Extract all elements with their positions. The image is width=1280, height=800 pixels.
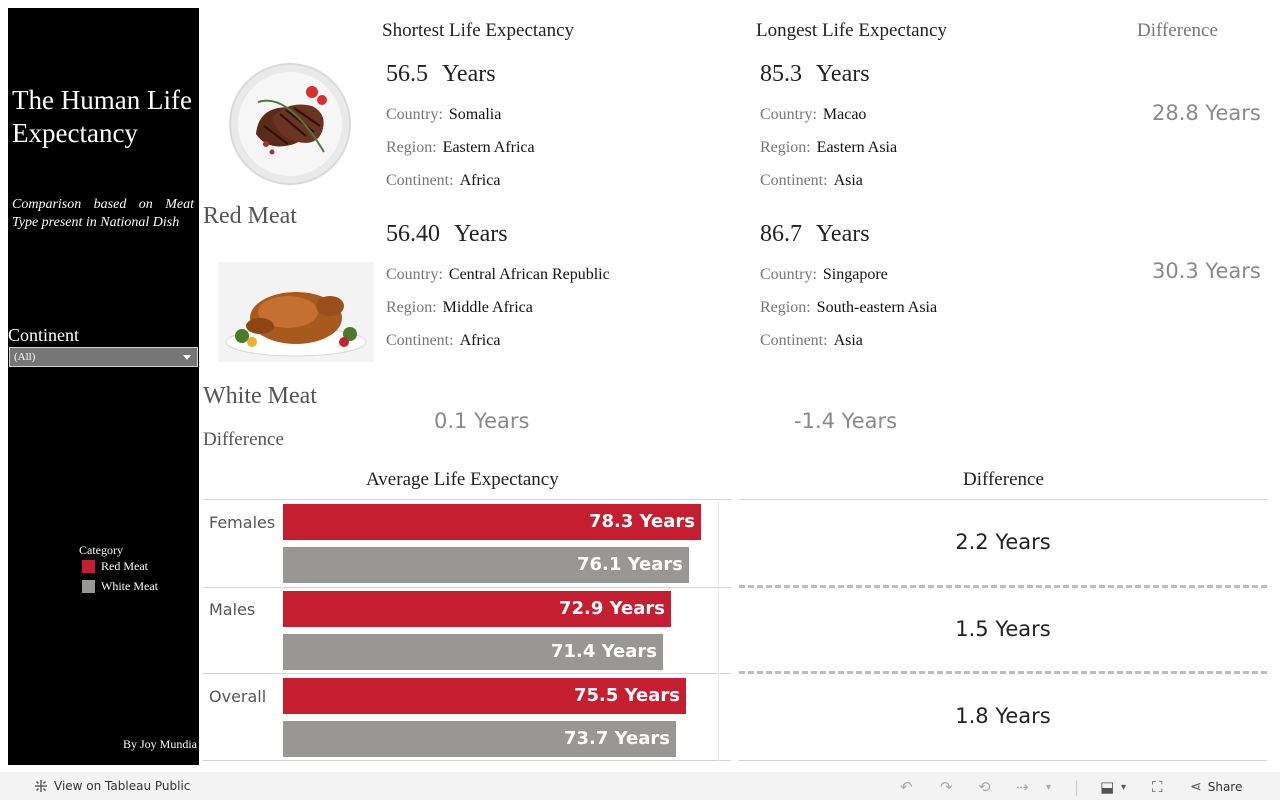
- bar-value-label: 78.3 Years: [588, 511, 695, 532]
- steak-image: [229, 63, 351, 185]
- author-credit: By Joy Mundia: [123, 737, 198, 751]
- header-shortest: Shortest Life Expectancy: [382, 20, 575, 41]
- continent-filter-dropdown[interactable]: (All): [9, 347, 198, 367]
- chart-top-line: [203, 499, 731, 500]
- avg-diff-title: Difference: [963, 469, 1044, 490]
- bar-value-label: 75.5 Years: [573, 685, 680, 706]
- white-shortest-region: Region: Middle Africa: [386, 299, 533, 316]
- diff-top-line: [739, 499, 1267, 500]
- red-shortest-region: Region: Eastern Africa: [386, 139, 535, 156]
- bar-white-meat[interactable]: 76.1 Years: [283, 547, 689, 583]
- bar-value-label: 72.9 Years: [558, 598, 665, 619]
- red-difference-value: 28.8 Years: [1152, 101, 1261, 125]
- share-icon: ⋖: [1190, 779, 1202, 795]
- difference-longest-value: -1.4 Years: [794, 409, 898, 433]
- chicken-image: [218, 262, 374, 362]
- bar-value-label: 76.1 Years: [576, 554, 683, 575]
- white-meat-label: White Meat: [203, 383, 317, 409]
- bar-white-meat[interactable]: 73.7 Years: [283, 721, 676, 757]
- bar-red-meat[interactable]: 72.9 Years: [283, 591, 671, 627]
- bar-white-meat[interactable]: 71.4 Years: [283, 634, 663, 670]
- red-longest-continent: Continent: Asia: [760, 172, 863, 189]
- diff-bottom-line: [739, 760, 1267, 761]
- chevron-down-icon[interactable]: ▾: [1121, 782, 1127, 793]
- share-button[interactable]: ⋖ Share: [1190, 779, 1243, 795]
- sidebar: The Human Life Expectancy Comparison bas…: [8, 8, 199, 765]
- avg-chart-title: Average Life Expectancy: [366, 469, 559, 490]
- chart-divider: [203, 673, 731, 674]
- redo-icon[interactable]: ↷: [940, 778, 953, 796]
- diff-dashed-divider: [739, 585, 1267, 588]
- white-shortest-country: Country: Central African Republic: [386, 266, 610, 283]
- legend-label: Red Meat: [101, 559, 148, 573]
- category-label: Overall: [209, 687, 267, 706]
- bar-value-label: 71.4 Years: [550, 641, 657, 662]
- undo-icon[interactable]: ↶: [900, 778, 913, 796]
- view-on-tableau-link[interactable]: View on Tableau Public: [34, 779, 190, 793]
- tableau-toolbar: [0, 772, 1280, 800]
- chart-bottom-line: [203, 760, 731, 761]
- legend-item-white-meat[interactable]: White Meat: [82, 579, 158, 594]
- legend-swatch-red: [82, 560, 95, 573]
- category-label: Males: [209, 600, 256, 619]
- white-longest-continent: Continent: Asia: [760, 332, 863, 349]
- tableau-logo-icon: [35, 780, 47, 792]
- difference-value: 2.2 Years: [955, 530, 1051, 554]
- difference-value: 1.5 Years: [955, 617, 1051, 641]
- red-shortest-value: 56.5 Years: [386, 61, 496, 87]
- fullscreen-icon[interactable]: ⛶: [1152, 778, 1163, 796]
- dashboard-title: The Human Life Expectancy: [12, 85, 192, 148]
- diff-dashed-divider: [739, 671, 1267, 674]
- red-shortest-country: Country: Somalia: [386, 106, 502, 123]
- bar-red-meat[interactable]: 75.5 Years: [283, 678, 686, 714]
- red-longest-country: Country: Macao: [760, 106, 867, 123]
- continent-filter-label: Continent: [8, 325, 79, 345]
- difference-row-label: Difference: [203, 429, 284, 450]
- white-longest-value: 86.7 Years: [760, 221, 870, 247]
- legend-swatch-gray: [82, 580, 95, 593]
- white-longest-country: Country: Singapore: [760, 266, 888, 283]
- white-shortest-value: 56.40 Years: [386, 221, 508, 247]
- revert-icon[interactable]: ⟲: [978, 778, 991, 796]
- bar-red-meat[interactable]: 78.3 Years: [283, 504, 701, 540]
- chart-gridline: [718, 499, 719, 761]
- bar-value-label: 73.7 Years: [563, 728, 670, 749]
- difference-shortest-value: 0.1 Years: [434, 409, 530, 433]
- white-longest-region: Region: South-eastern Asia: [760, 299, 938, 316]
- legend-label: White Meat: [101, 579, 158, 593]
- toolbar-separator: |: [1074, 778, 1080, 796]
- red-longest-region: Region: Eastern Asia: [760, 139, 898, 156]
- dashboard-subtitle: Comparison based on Meat Type present in…: [12, 197, 194, 230]
- red-longest-value: 85.3 Years: [760, 61, 870, 87]
- white-shortest-continent: Continent: Africa: [386, 332, 501, 349]
- download-icon[interactable]: ⬓: [1100, 778, 1115, 796]
- chart-divider: [203, 587, 731, 588]
- difference-value: 1.8 Years: [955, 704, 1051, 728]
- legend-item-red-meat[interactable]: Red Meat: [82, 559, 148, 574]
- legend-title: Category: [79, 543, 123, 557]
- white-difference-value: 30.3 Years: [1152, 259, 1261, 283]
- header-longest: Longest Life Expectancy: [756, 20, 947, 41]
- chevron-down-icon: [183, 355, 191, 360]
- continent-filter-value: (All): [14, 351, 36, 363]
- red-meat-label: Red Meat: [203, 203, 297, 229]
- header-difference: Difference: [1137, 20, 1218, 41]
- chevron-down-icon[interactable]: ▾: [1046, 782, 1052, 793]
- red-shortest-continent: Continent: Africa: [386, 172, 501, 189]
- category-label: Females: [209, 513, 276, 532]
- forward-icon[interactable]: ⇢: [1016, 778, 1029, 796]
